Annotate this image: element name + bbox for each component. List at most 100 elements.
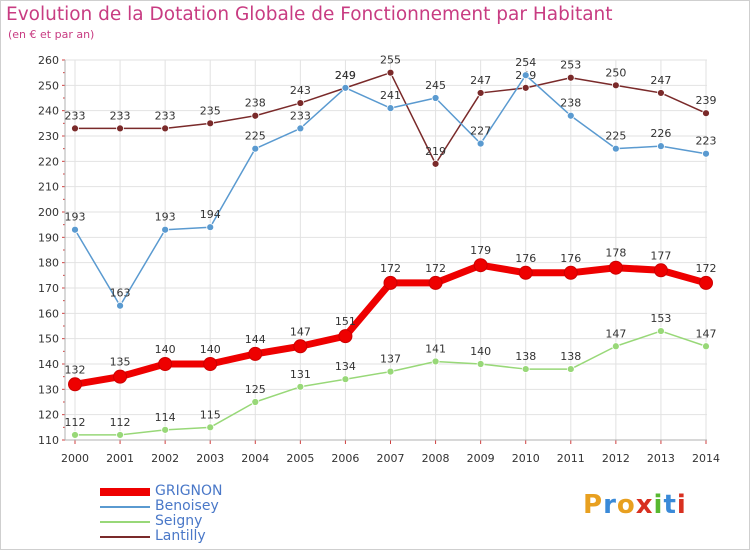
data-label-seigny: 134 [335,360,356,373]
data-label-lantilly: 253 [560,59,581,72]
data-label-grignon: 176 [560,252,581,265]
legend-label: GRIGNON [155,483,223,499]
data-point-grignon [653,263,668,278]
data-point-benoisey [431,94,440,102]
data-point-benoisey [521,71,530,80]
data-label-grignon: 172 [380,262,401,275]
data-label-lantilly: 233 [155,109,176,122]
data-point-seigny [431,357,440,366]
x-tick-label: 2005 [286,452,314,465]
data-point-benoisey [251,144,260,153]
x-tick-label: 2007 [377,452,405,465]
data-point-benoisey [476,139,485,148]
data-point-benoisey [71,225,79,234]
data-label-grignon: 172 [696,262,717,275]
data-label-lantilly: 233 [65,109,86,122]
data-point-lantilly [566,73,575,82]
data-label-seigny: 138 [515,350,536,363]
x-tick-label: 2011 [557,452,585,465]
data-point-lantilly [431,159,440,168]
data-point-benoisey [657,142,665,151]
x-tick-label: 2003 [196,452,224,465]
data-label-benoisey: 241 [380,89,401,102]
data-label-seigny: 140 [470,345,491,358]
y-tick-label: 220 [38,155,59,168]
data-label-grignon: 177 [650,249,671,262]
data-point-grignon [338,329,353,344]
x-tick-label: 2006 [331,452,359,465]
data-label-grignon: 147 [290,325,311,338]
data-label-seigny: 125 [245,383,266,396]
data-label-lantilly: 250 [605,66,626,79]
data-point-lantilly [116,124,124,133]
data-label-benoisey: 254 [515,56,536,69]
data-label-grignon: 135 [110,356,131,369]
y-tick-label: 170 [38,282,59,295]
data-point-seigny [476,360,485,368]
data-label-benoisey: 226 [650,127,671,140]
y-tick-label: 260 [38,54,59,67]
data-point-grignon [113,369,128,384]
data-label-seigny: 112 [110,416,131,429]
legend-item-seigny: Seigny [100,513,300,529]
data-point-lantilly [476,89,485,97]
y-tick-label: 180 [38,257,59,270]
data-point-seigny [702,342,710,351]
legend-swatch [100,536,150,538]
y-tick-label: 160 [38,307,59,320]
x-tick-label: 2014 [692,452,720,465]
data-point-grignon [383,275,398,290]
legend-swatch [100,488,150,496]
data-label-seigny: 153 [650,312,671,325]
y-tick-label: 130 [38,383,59,396]
data-point-grignon [203,357,218,371]
data-point-seigny [611,342,620,351]
x-tick-label: 2002 [151,452,179,465]
data-point-grignon [699,275,713,290]
x-tick-label: 2010 [512,452,540,465]
data-point-seigny [296,382,305,391]
data-label-lantilly: 239 [696,94,717,107]
data-label-seigny: 147 [696,327,717,340]
data-point-lantilly [206,119,215,128]
data-label-lantilly: 247 [470,74,491,87]
data-label-seigny: 147 [605,327,626,340]
data-label-benoisey: 238 [560,97,581,110]
data-point-lantilly [657,89,665,97]
data-label-grignon: 140 [200,343,221,356]
data-label-grignon: 151 [335,315,356,328]
y-tick-label: 150 [38,333,59,346]
data-label-seigny: 131 [290,368,311,381]
data-point-benoisey [566,111,575,120]
data-point-seigny [71,431,79,439]
data-label-seigny: 114 [155,411,176,424]
data-label-seigny: 138 [560,350,581,363]
data-point-benoisey [611,144,620,153]
data-label-lantilly: 247 [650,74,671,87]
legend-item-benoisey: Benoisey [100,498,300,514]
data-label-lantilly: 219 [425,145,446,158]
y-tick-label: 250 [38,79,59,92]
data-point-seigny [657,327,665,335]
data-label-grignon: 144 [245,333,266,346]
data-point-lantilly [296,99,305,107]
x-tick-label: 2009 [467,452,495,465]
data-point-seigny [116,431,124,439]
data-label-lantilly: 233 [110,109,131,122]
y-tick-label: 140 [38,358,59,371]
data-point-benoisey [161,225,170,234]
data-point-lantilly [71,124,79,133]
data-label-benoisey: 225 [605,130,626,143]
data-point-seigny [386,367,395,376]
x-tick-label: 2012 [602,452,630,465]
data-label-lantilly: 243 [290,84,311,97]
x-tick-label: 2000 [61,452,89,465]
data-point-seigny [251,398,260,406]
data-point-grignon [158,357,173,371]
legend-label: Benoisey [155,498,219,514]
data-point-seigny [341,375,350,384]
data-point-seigny [566,365,575,373]
chart-subtitle: (en € et par an) [8,28,95,41]
data-point-grignon [248,346,263,361]
